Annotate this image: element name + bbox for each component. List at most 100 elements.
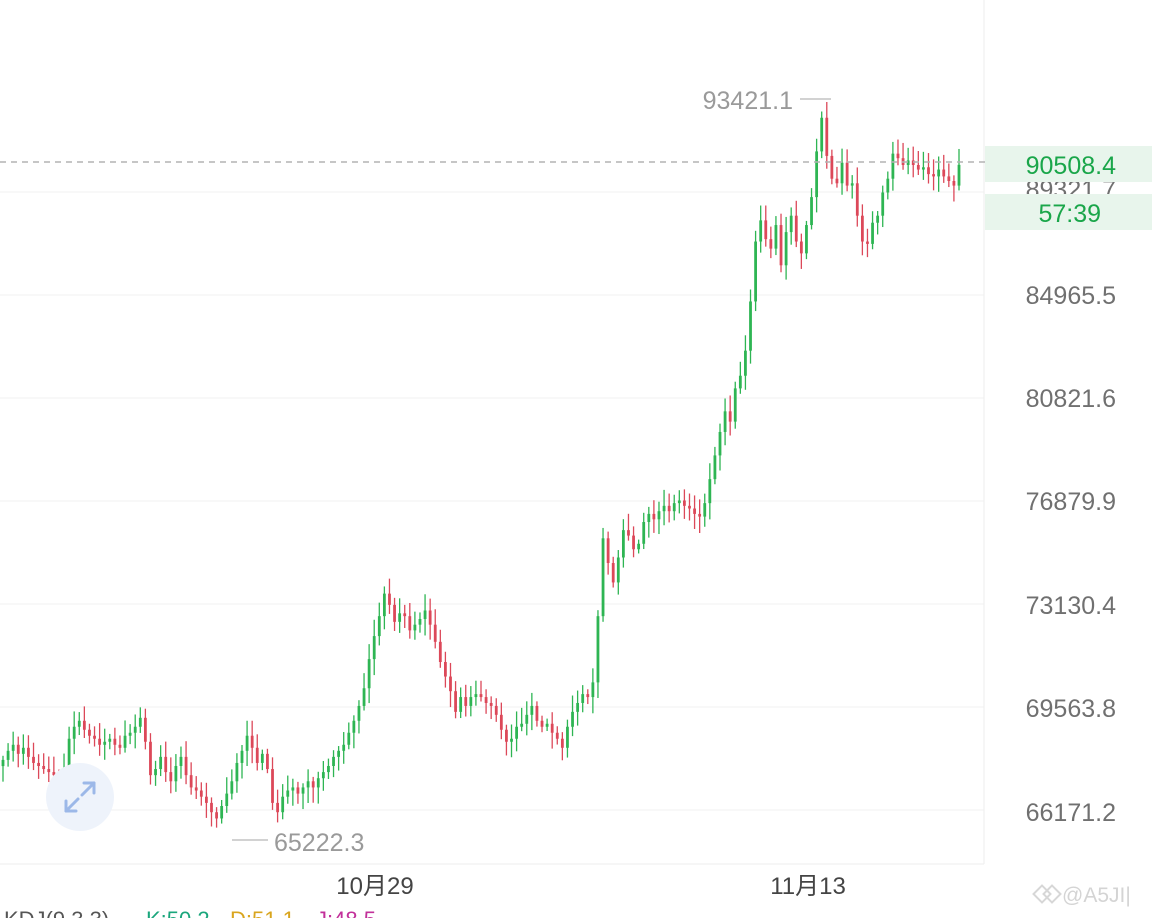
candle-down — [271, 769, 274, 803]
y-tick-label: 84965.5 — [1026, 282, 1116, 310]
candle-up — [260, 753, 264, 763]
candle-up — [220, 805, 224, 819]
candle-up — [245, 735, 249, 751]
candle-up — [906, 160, 910, 166]
candle-up — [871, 222, 874, 244]
candle-up — [723, 411, 727, 432]
candle-down — [169, 772, 173, 782]
y-axis-labels: 89321.7 84965.5 80821.6 76879.9 73130.4 … — [1026, 176, 1116, 827]
candle-down — [189, 775, 193, 788]
candle-up — [352, 720, 356, 733]
candle-down — [550, 723, 554, 733]
candle-up — [718, 431, 722, 456]
svg-text:@A5JI|: @A5JI| — [1062, 884, 1131, 907]
candle-down — [296, 787, 300, 794]
candle-up — [240, 750, 244, 763]
candle-down — [184, 756, 188, 776]
candle-up — [840, 162, 844, 184]
candle-up — [6, 750, 10, 760]
candle-down — [32, 756, 35, 763]
candle-down — [632, 535, 635, 550]
candle-down — [27, 747, 30, 757]
candle-down — [494, 705, 498, 715]
candle-down — [484, 697, 488, 703]
candle-down — [408, 616, 412, 631]
candle-up — [637, 543, 641, 550]
candle-up — [922, 167, 925, 170]
candle-down — [433, 624, 437, 642]
candle-down — [860, 215, 864, 242]
candle-down — [393, 604, 396, 622]
candle-up — [459, 697, 463, 712]
candle-up — [347, 732, 351, 745]
y-tick-label: 76879.9 — [1026, 488, 1116, 516]
candle-down — [896, 153, 900, 159]
candle-up — [72, 726, 76, 739]
candle-down — [98, 738, 102, 745]
candle-down — [652, 513, 656, 520]
candle-up — [937, 169, 941, 177]
candle-up — [616, 557, 620, 583]
candle-up — [621, 530, 625, 558]
candle-up — [876, 215, 880, 223]
candle-up — [337, 750, 341, 757]
candle-down — [210, 802, 213, 813]
x-tick-label: 10月29 — [336, 873, 413, 900]
candle-down — [586, 694, 590, 698]
candle-down — [606, 538, 610, 564]
candle-up — [321, 772, 325, 779]
candle-up — [230, 781, 234, 794]
candle-down — [947, 176, 951, 182]
y-tick-label: 66171.2 — [1026, 799, 1116, 827]
candle-up — [179, 756, 183, 766]
candle-up — [520, 723, 524, 727]
candle-up — [382, 593, 386, 617]
x-tick-label: 11月13 — [770, 873, 846, 900]
candle-up — [703, 503, 707, 517]
candle-up — [677, 500, 681, 504]
candle-down — [93, 735, 96, 739]
candle-up — [225, 793, 229, 806]
candle-up — [174, 765, 178, 782]
candle-up — [713, 455, 717, 480]
candle-up — [657, 511, 661, 520]
candle-up — [774, 225, 778, 249]
candle-down — [454, 691, 457, 712]
candle-up — [820, 117, 824, 152]
indicator-legend: KDJ(9,3,3) K:50.2 D:51.1 J:48.5 — [4, 907, 376, 918]
candle-up — [850, 183, 854, 186]
watermark: @A5JI| — [1032, 884, 1131, 907]
candle-up — [281, 796, 285, 813]
candle-down — [199, 790, 203, 797]
candle-down — [444, 662, 447, 677]
candle-up — [77, 720, 81, 727]
expand-button[interactable] — [46, 763, 114, 831]
candle-up — [286, 790, 290, 797]
candle-up — [398, 613, 402, 622]
candle-up — [591, 682, 595, 698]
candle-up — [67, 738, 71, 770]
candle-down — [388, 593, 391, 605]
candle-down — [932, 174, 935, 177]
indicator-name: KDJ(9,3,3) — [4, 907, 109, 918]
candle-up — [423, 610, 427, 619]
candle-down — [37, 762, 40, 766]
candle-up — [759, 220, 763, 242]
candle-up — [235, 762, 239, 782]
candle-down — [540, 720, 544, 727]
candle-up — [21, 747, 25, 754]
candle-down — [728, 411, 732, 422]
candle-down — [499, 714, 503, 730]
candle-up — [738, 375, 742, 389]
candle-up — [342, 744, 346, 751]
indicator-d: D:51.1 — [230, 907, 295, 918]
candle-up — [123, 735, 127, 748]
candle-up — [154, 769, 157, 776]
candle-up — [306, 781, 310, 788]
candle-down — [845, 162, 849, 186]
countdown-label: 57:39 — [1038, 200, 1101, 228]
candle-up — [571, 711, 574, 727]
candle-down — [799, 241, 803, 254]
candle-up — [372, 636, 376, 660]
